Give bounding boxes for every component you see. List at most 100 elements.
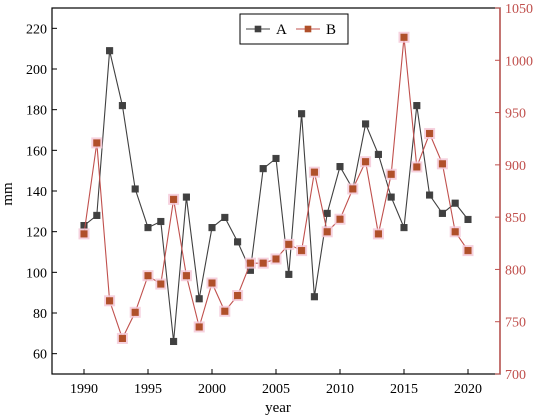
y-tick-label-right: 900	[505, 159, 526, 174]
y-tick-label-left: 220	[26, 22, 47, 37]
legend-marker	[254, 25, 262, 33]
data-point-B	[106, 297, 114, 305]
data-point-A	[208, 224, 216, 232]
data-point-B	[234, 292, 242, 300]
data-point-B	[170, 195, 178, 203]
data-point-A	[298, 110, 306, 118]
data-point-B	[374, 230, 382, 238]
data-point-A	[400, 224, 408, 232]
data-point-A	[259, 165, 267, 173]
x-tick-label: 2010	[326, 382, 354, 397]
y-tick-label-left: 100	[26, 266, 47, 281]
data-point-B	[349, 185, 357, 193]
data-point-A	[221, 213, 229, 221]
y-tick-label-right: 850	[505, 211, 526, 226]
data-point-A	[426, 191, 434, 199]
x-tick-label: 2000	[198, 382, 226, 397]
data-point-A	[182, 193, 190, 201]
data-point-A	[131, 185, 139, 193]
data-point-B	[413, 163, 421, 171]
y-tick-label-left: 80	[33, 307, 47, 322]
data-point-B	[362, 158, 370, 166]
legend-label: A	[276, 22, 287, 38]
x-axis-title: year	[265, 400, 291, 416]
y-tick-label-left: 120	[26, 226, 47, 241]
data-point-A	[413, 102, 421, 110]
y-tick-label-right: 1050	[505, 2, 533, 17]
data-point-B	[336, 215, 344, 223]
data-point-A	[272, 154, 280, 163]
data-point-A	[464, 215, 472, 224]
data-point-B	[272, 255, 280, 263]
y-axis-title-left: mm	[0, 182, 16, 206]
data-point-A	[144, 224, 152, 232]
data-point-A	[310, 293, 318, 301]
data-point-B	[80, 230, 88, 238]
data-point-A	[157, 217, 165, 226]
x-tick-label: 1995	[134, 382, 162, 397]
data-point-A	[80, 222, 88, 230]
data-point-B	[259, 259, 267, 267]
data-point-B	[221, 307, 229, 315]
data-point-A	[170, 337, 178, 346]
x-tick-label: 2005	[262, 382, 290, 397]
data-point-A	[285, 270, 293, 278]
legend-marker	[304, 25, 312, 33]
data-point-A	[362, 120, 370, 128]
data-point-A	[323, 209, 331, 217]
data-point-B	[451, 228, 459, 236]
data-point-A	[374, 150, 382, 158]
y-tick-label-right: 1000	[505, 54, 533, 69]
y-tick-label-right: 750	[505, 316, 526, 331]
data-point-B	[387, 170, 395, 178]
data-point-B	[323, 228, 331, 236]
y-tick-label-right: 800	[505, 263, 526, 278]
legend-label: B	[326, 22, 336, 38]
data-point-A	[118, 102, 126, 110]
x-tick-label: 2020	[454, 382, 482, 397]
legend-item-B: B	[296, 22, 336, 38]
y-tick-label-right: 950	[505, 107, 526, 122]
data-point-A	[451, 199, 459, 207]
data-point-B	[400, 33, 408, 41]
series-line-A	[83, 50, 469, 342]
data-point-A	[234, 238, 242, 246]
axes: 1990 1995 2000 2005 2010 2015 2020 60 80 100 120 14…	[26, 2, 533, 397]
series-layer	[78, 31, 474, 346]
data-point-A	[387, 193, 395, 201]
data-point-B	[298, 247, 306, 255]
data-point-A	[438, 209, 446, 217]
data-point-B	[195, 323, 203, 331]
y-tick-label-right: 700	[505, 368, 526, 383]
data-point-B	[464, 247, 472, 255]
data-point-B	[118, 334, 126, 342]
data-point-A	[336, 163, 344, 171]
y-tick-label-left: 200	[26, 63, 47, 78]
data-point-B	[208, 279, 216, 287]
plot-frame	[51, 7, 501, 375]
series-B	[78, 31, 474, 344]
data-point-B	[246, 259, 254, 267]
x-tick-label: 2015	[390, 382, 418, 397]
y-tick-label-left: 180	[26, 104, 47, 119]
y-tick-label-left: 160	[26, 144, 47, 159]
data-point-B	[438, 160, 446, 168]
series-line-B	[83, 37, 469, 340]
data-point-B	[93, 139, 101, 147]
data-point-B	[131, 308, 139, 316]
data-point-B	[157, 280, 165, 288]
x-tick-label: 1990	[70, 382, 98, 397]
y-tick-label-left: 140	[26, 185, 47, 200]
data-point-B	[144, 272, 152, 280]
data-point-A	[93, 211, 101, 219]
data-point-B	[426, 129, 434, 138]
data-point-B	[310, 168, 318, 176]
data-point-B	[182, 272, 190, 280]
y-tick-label-left: 60	[33, 348, 47, 363]
data-point-B	[285, 240, 293, 248]
legend-item-A: A	[246, 22, 287, 38]
data-point-A	[195, 295, 203, 303]
data-point-A	[106, 47, 114, 55]
